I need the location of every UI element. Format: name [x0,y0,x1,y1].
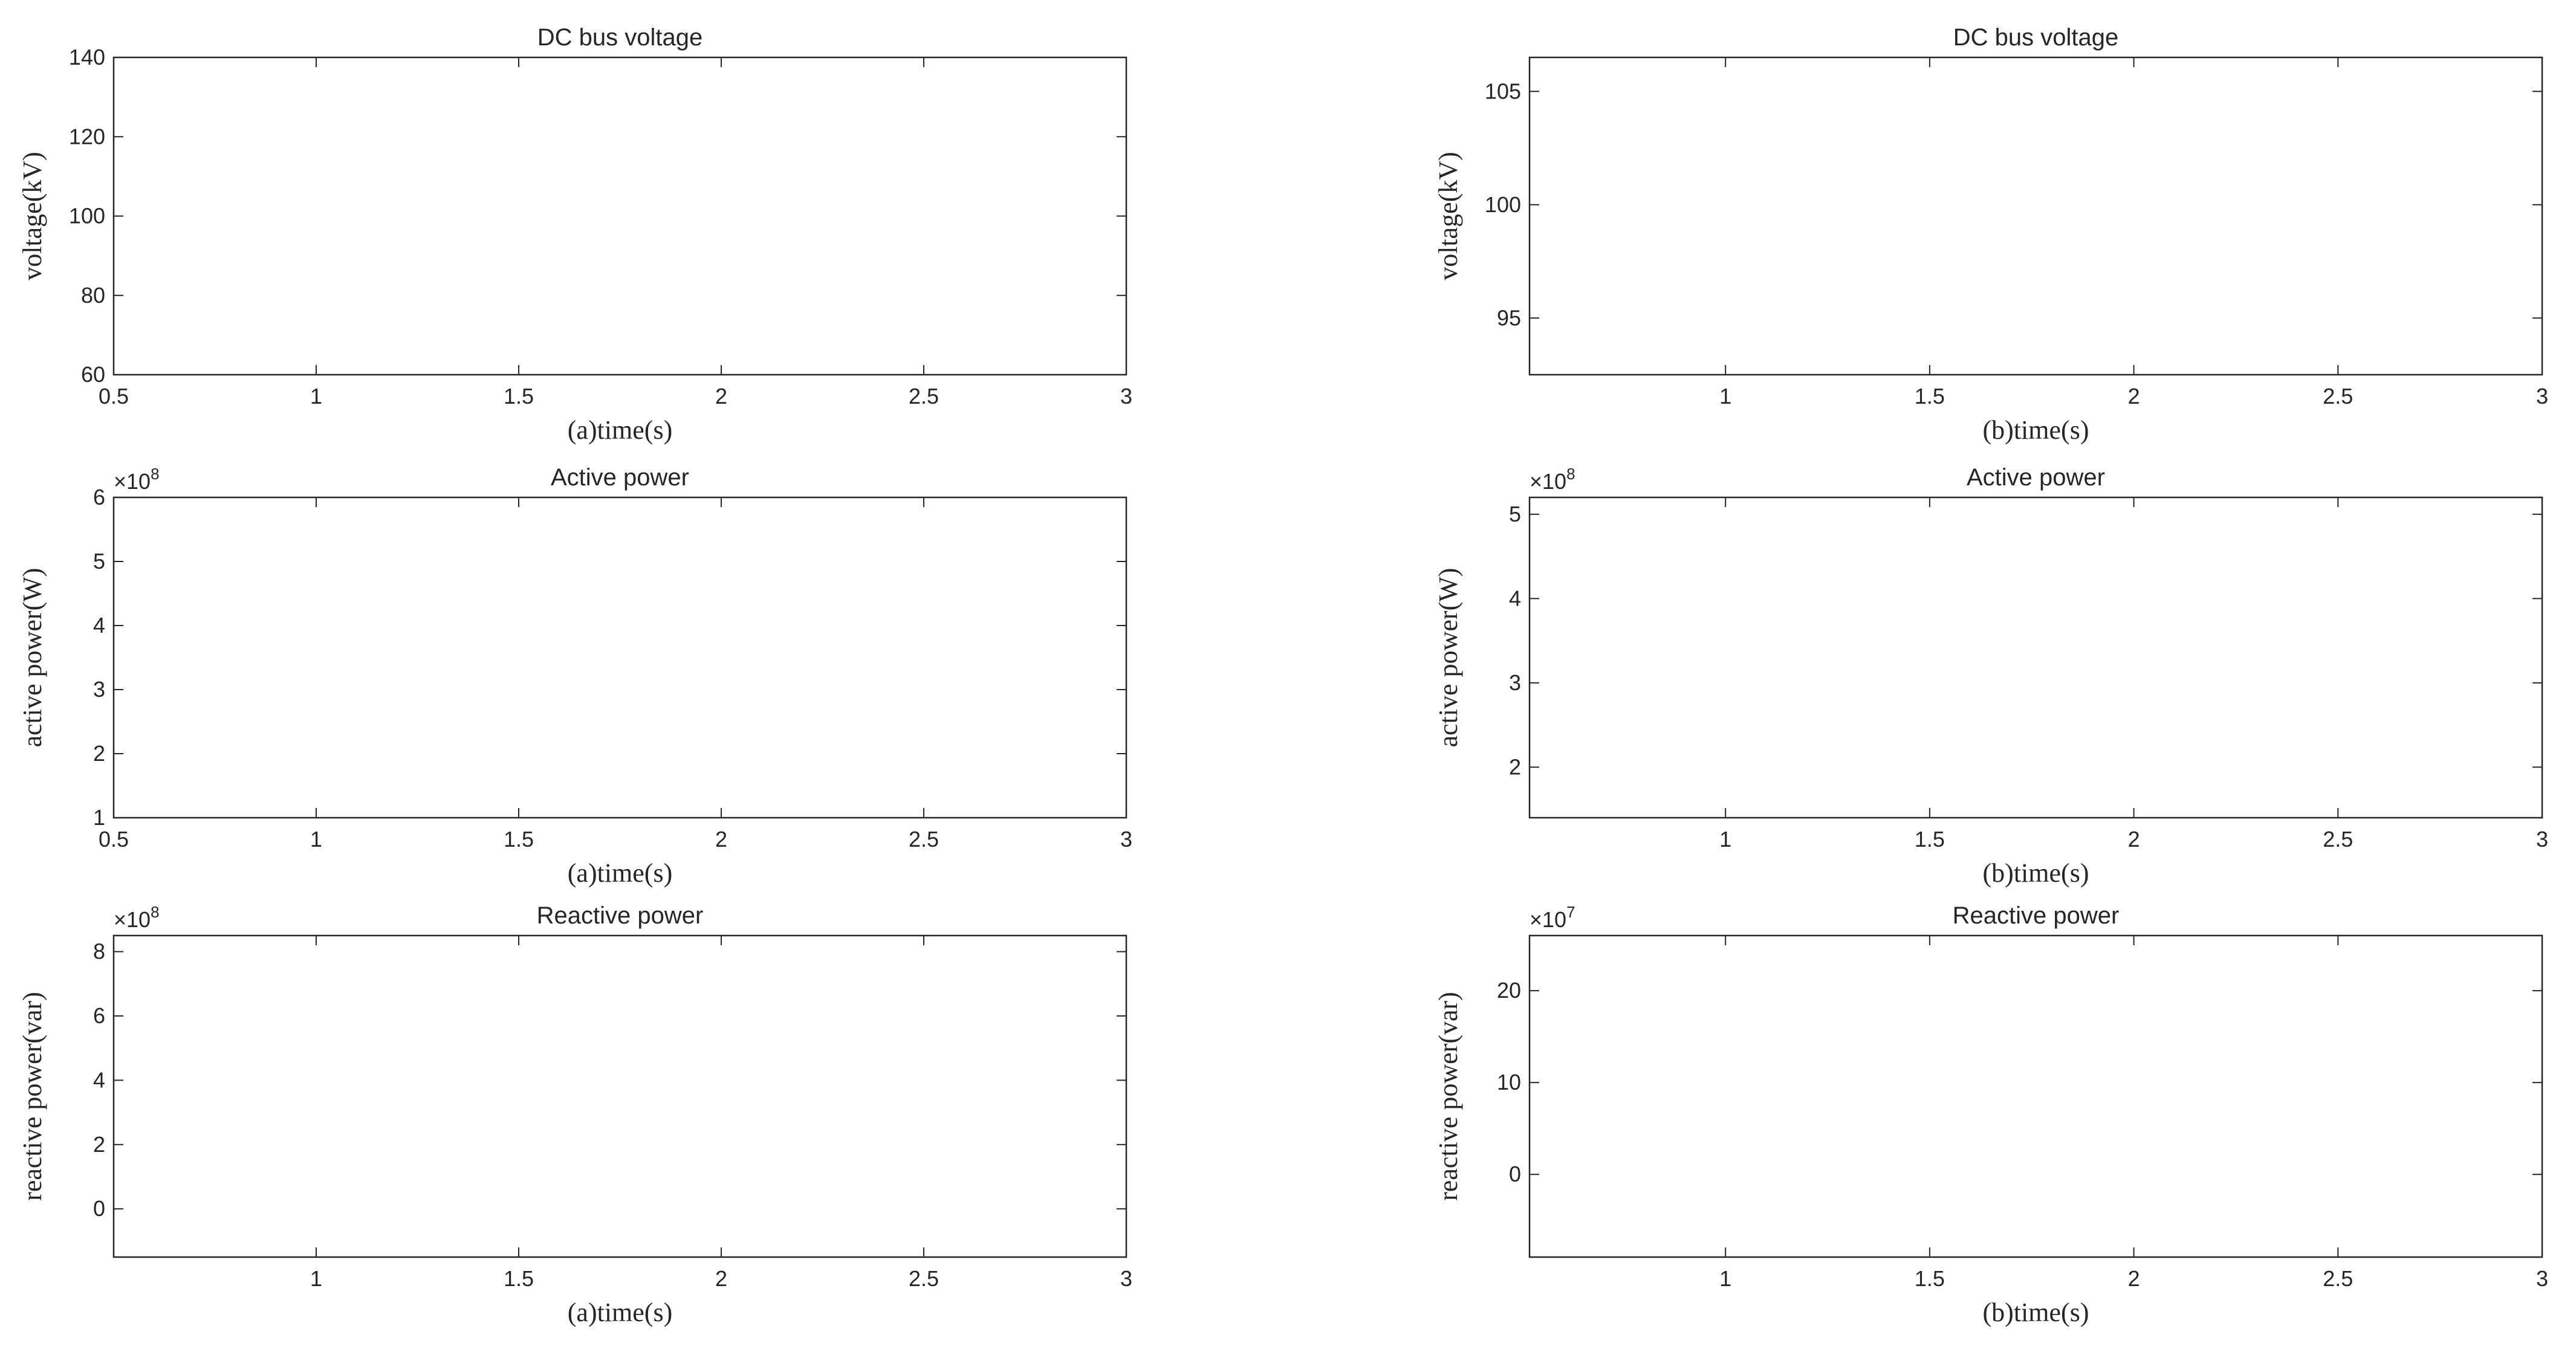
x-tick-label: 2.5 [909,1266,939,1291]
axes-frame [1528,496,2543,819]
x-tick-label: 1.5 [1915,827,1945,852]
chart-title: Active power [1967,464,2105,491]
chart-b3: 1 1.5 2 2.5 3 0 10 20 Reactive power (b)time(s) re… [1433,902,2548,1327]
y-tick-label: 6 [93,1003,105,1028]
y-tick-label: 4 [93,1067,105,1092]
y-tick-label: 10 [1497,1070,1521,1095]
y-tick-label: 95 [1497,305,1521,330]
x-tick-label: 1 [310,384,322,409]
x-tick-label: 1 [1719,1266,1731,1291]
y-tick-label: 3 [93,677,105,702]
chart-a1: 0.5 1 1.5 2 2.5 3 60 80 100 120 140 DC bus voltage (… [18,24,1132,445]
x-tick-label: 3 [1120,827,1132,852]
chart-title: Reactive power [1953,902,2120,929]
x-tick-label: 3 [2536,384,2548,409]
x-tick-label: 2 [2128,1266,2140,1291]
y-tick-label: 0 [93,1196,105,1221]
x-tick-label: 2.5 [2323,1266,2353,1291]
exponent-label: ×107 [1530,903,1575,932]
x-tick-label: 2.5 [2323,384,2353,409]
y-axis-label: voltage(kV) [1433,152,1463,280]
x-tick-label: 1 [1719,827,1731,852]
x-tick-label: 3 [1120,1266,1132,1291]
x-tick-label: 2.5 [909,384,939,409]
y-tick-label: 100 [69,204,105,228]
x-tick-label: 0.5 [99,827,129,852]
x-axis-label: (a)time(s) [568,1298,672,1327]
y-tick-label: 105 [1485,79,1521,103]
axes-frame [112,496,1127,819]
axes-frame [112,56,1127,376]
axes-frame [112,934,1127,1258]
y-tick-label: 5 [93,549,105,574]
y-tick-label: 2 [1509,754,1521,779]
x-axis-label: (b)time(s) [1983,858,2089,888]
y-tick-label: 60 [81,362,105,387]
y-tick-label: 3 [1509,670,1521,695]
x-tick-label: 2 [715,827,727,852]
x-tick-label: 2 [2128,827,2140,852]
y-axis-label: active power(W) [18,568,47,748]
x-tick-label: 1.5 [1915,384,1945,409]
y-tick-label: 4 [1509,586,1521,610]
y-axis-label: voltage(kV) [18,152,47,280]
axes-frame [1528,934,2543,1258]
x-axis-label: (a)time(s) [568,415,672,445]
y-tick-label: 2 [93,1132,105,1157]
y-tick-label: 100 [1485,192,1521,217]
chart-title: DC bus voltage [1953,24,2118,51]
y-tick-label: 5 [1509,502,1521,526]
x-tick-label: 1.5 [504,1266,534,1291]
y-tick-label: 80 [81,283,105,308]
x-tick-label: 2.5 [2323,827,2353,852]
y-tick-label: 0 [1509,1162,1521,1186]
x-axis-label: (a)time(s) [568,858,672,888]
chart-title: Active power [551,464,689,491]
x-tick-label: 1 [310,827,322,852]
x-tick-label: 2 [715,384,727,409]
axes-frame [1528,56,2543,376]
y-axis-label: active power(W) [1433,568,1463,748]
y-tick-label: 2 [93,741,105,766]
x-tick-label: 1 [310,1266,322,1291]
x-axis-label: (b)time(s) [1983,1298,2089,1327]
chart-b2: 1 1.5 2 2.5 3 2 3 4 5 Active power (b)time(s) activ… [1433,464,2548,888]
x-tick-label: 3 [2536,827,2548,852]
x-tick-label: 2.5 [909,827,939,852]
x-tick-label: 0.5 [99,384,129,409]
y-tick-label: 20 [1497,978,1521,1003]
x-tick-label: 3 [2536,1266,2548,1291]
y-axis-label: reactive power(var) [18,992,47,1201]
x-axis-label: (b)time(s) [1983,415,2089,445]
y-tick-label: 6 [93,485,105,509]
x-tick-label: 2 [2128,384,2140,409]
y-tick-label: 120 [69,124,105,149]
chart-a3: 1 1.5 2 2.5 3 0 2 4 6 8 Reactive power (a)time(s) re… [18,902,1132,1327]
chart-b1: 1 1.5 2 2.5 3 95 100 105 DC bus voltage (b)time(s… [1433,24,2548,445]
exponent-label: ×108 [114,903,160,932]
chart-title: DC bus voltage [537,24,702,51]
y-tick-label: 140 [69,45,105,70]
chart-title: Reactive power [537,902,704,929]
y-tick-label: 8 [93,939,105,964]
y-axis-label: reactive power(var) [1433,992,1463,1201]
x-tick-label: 2 [715,1266,727,1291]
x-tick-label: 3 [1120,384,1132,409]
y-tick-label: 4 [93,613,105,638]
x-tick-label: 1 [1719,384,1731,409]
x-tick-label: 1.5 [504,384,534,409]
exponent-label: ×108 [114,465,160,494]
x-tick-label: 1.5 [504,827,534,852]
exponent-label: ×108 [1530,465,1575,494]
y-tick-label: 1 [93,805,105,830]
x-tick-label: 1.5 [1915,1266,1945,1291]
